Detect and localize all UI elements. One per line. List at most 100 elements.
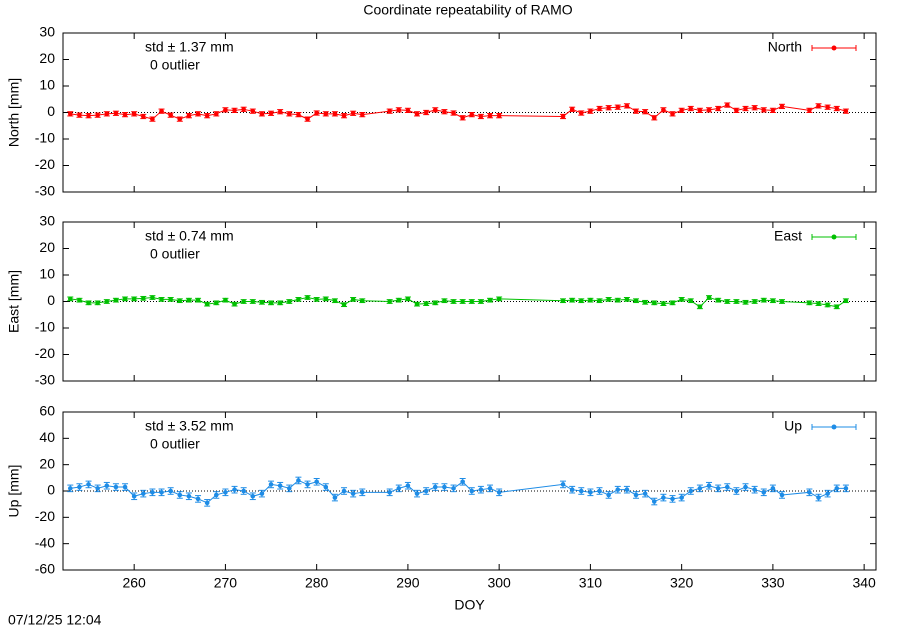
- data-point: [323, 484, 329, 490]
- data-point: [606, 297, 611, 302]
- data-point: [423, 301, 429, 306]
- data-point: [460, 299, 465, 304]
- series-line: [70, 104, 847, 120]
- data-point: [168, 297, 173, 302]
- data-point: [469, 299, 475, 304]
- data-point: [186, 297, 192, 303]
- data-point: [204, 500, 210, 506]
- data-point: [743, 106, 748, 111]
- data-point: [104, 299, 110, 304]
- data-point: [350, 297, 356, 302]
- data-point: [223, 297, 228, 303]
- data-point: [597, 298, 602, 304]
- data-point: [432, 300, 438, 306]
- data-point: [715, 486, 721, 491]
- data-point: [779, 104, 785, 109]
- data-point: [624, 487, 630, 492]
- data-point: [241, 299, 246, 304]
- x-tick-label: 290: [396, 575, 420, 591]
- data-point: [734, 299, 739, 304]
- data-point: [496, 490, 502, 495]
- data-point: [232, 487, 237, 492]
- data-point: [140, 114, 146, 119]
- data-point: [734, 108, 739, 113]
- data-point: [286, 111, 292, 117]
- y-tick-label: 30: [39, 24, 55, 40]
- data-point: [487, 297, 493, 303]
- data-point: [296, 478, 301, 483]
- legend-marker: [831, 424, 837, 430]
- data-point: [223, 107, 228, 113]
- data-point: [350, 491, 356, 496]
- data-point: [213, 300, 219, 306]
- data-point: [670, 111, 675, 117]
- data-point: [679, 108, 684, 113]
- data-point: [259, 111, 265, 117]
- data-point: [560, 482, 566, 487]
- data-point: [588, 490, 593, 495]
- data-point: [469, 488, 475, 494]
- data-point: [569, 297, 575, 303]
- data-point: [752, 299, 757, 304]
- x-axis-label: DOY: [454, 597, 485, 613]
- y-tick-label: -20: [35, 508, 55, 524]
- data-point: [496, 113, 502, 118]
- y-tick-label: -10: [35, 130, 55, 146]
- data-point: [578, 110, 584, 116]
- data-point: [195, 111, 201, 117]
- outlier-annotation: 0 outlier: [150, 57, 200, 73]
- data-point: [633, 492, 639, 498]
- data-point: [615, 487, 621, 492]
- data-point: [807, 490, 812, 495]
- data-point: [578, 298, 584, 304]
- legend-marker: [831, 234, 837, 240]
- x-tick-label: 310: [579, 575, 603, 591]
- data-point: [642, 109, 648, 115]
- data-point: [496, 296, 502, 302]
- data-point: [743, 299, 748, 305]
- data-point: [807, 108, 812, 113]
- data-point: [715, 106, 721, 111]
- x-tick-label: 260: [122, 575, 146, 591]
- data-point: [451, 110, 456, 116]
- data-point: [423, 488, 429, 494]
- outlier-annotation: 0 outlier: [150, 246, 200, 262]
- data-point: [451, 299, 456, 304]
- data-point: [140, 296, 146, 301]
- data-point: [624, 297, 630, 302]
- x-tick-label: 340: [852, 575, 876, 591]
- data-point: [697, 486, 703, 491]
- std-annotation: std ± 0.74 mm: [145, 228, 234, 244]
- data-point: [350, 110, 356, 116]
- data-point: [478, 299, 484, 304]
- data-point: [405, 296, 411, 302]
- data-point: [724, 484, 730, 490]
- data-point: [706, 107, 712, 113]
- y-tick-label: 40: [39, 429, 55, 445]
- x-tick-label: 330: [761, 575, 785, 591]
- data-point: [460, 115, 465, 121]
- data-point: [688, 298, 694, 304]
- data-point: [95, 486, 100, 491]
- data-point: [661, 301, 666, 306]
- series-line: [70, 296, 847, 308]
- data-point: [177, 492, 183, 498]
- data-point: [332, 298, 338, 304]
- data-point: [323, 111, 329, 117]
- data-point: [779, 492, 785, 498]
- data-point: [232, 108, 237, 113]
- data-point: [186, 113, 192, 118]
- data-point: [761, 107, 767, 113]
- data-point: [423, 110, 429, 115]
- data-point: [724, 299, 730, 304]
- data-point: [250, 299, 256, 304]
- data-point: [241, 488, 246, 494]
- std-annotation: std ± 1.37 mm: [145, 39, 234, 55]
- data-point: [250, 493, 256, 499]
- y-tick-label: -10: [35, 319, 55, 335]
- data-point: [816, 495, 821, 500]
- data-point: [277, 483, 283, 489]
- data-point: [569, 107, 575, 112]
- data-point: [223, 490, 228, 495]
- data-point: [770, 298, 776, 304]
